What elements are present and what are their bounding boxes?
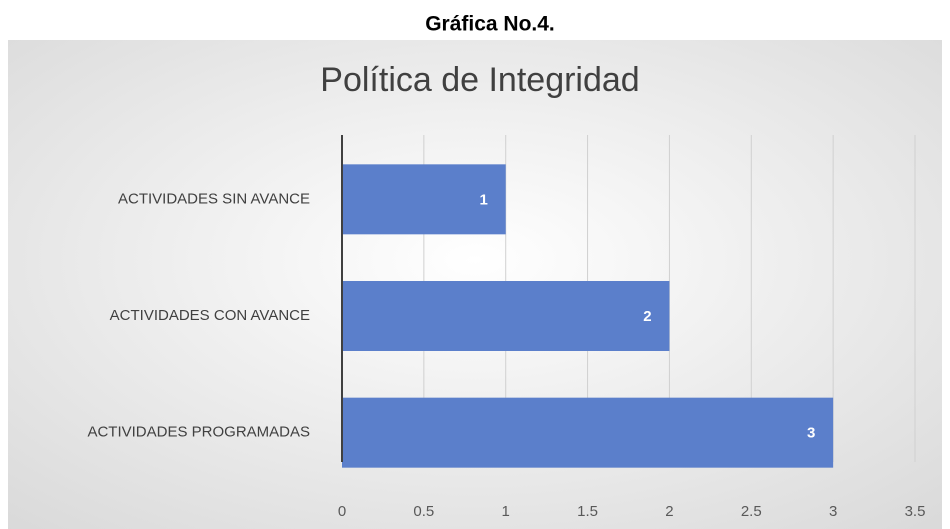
bar <box>342 281 670 351</box>
x-tick-label: 2.5 <box>741 503 762 520</box>
data-label: 1 <box>480 191 488 208</box>
data-label: 3 <box>807 425 815 442</box>
x-tick-label: 0 <box>338 503 346 520</box>
y-tick-label: ACTIVIDADES PROGRAMADAS <box>87 424 310 441</box>
chart-title: Política de Integridad <box>320 61 639 99</box>
bar <box>342 397 834 468</box>
x-tick-label: 0.5 <box>413 503 434 520</box>
heading: Gráfica No.4. <box>425 13 555 36</box>
x-tick-label: 3 <box>829 503 837 520</box>
bar <box>342 164 506 235</box>
y-tick-label: ACTIVIDADES CON AVANCE <box>110 307 310 324</box>
x-tick-label: 1.5 <box>577 503 598 520</box>
data-label: 2 <box>643 308 651 325</box>
x-tick-label: 3.5 <box>905 503 926 520</box>
x-tick-label: 2 <box>665 503 673 520</box>
x-tick-label: 1 <box>502 503 510 520</box>
y-tick-label: ACTIVIDADES SIN AVANCE <box>118 190 310 207</box>
